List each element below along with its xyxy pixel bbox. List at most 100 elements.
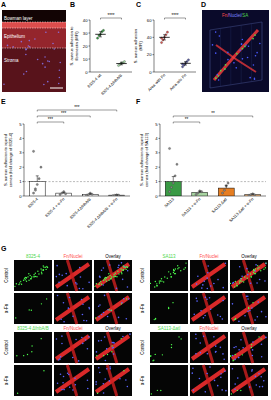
legend-text: SA (242, 13, 248, 18)
y-tick (23, 181, 25, 182)
micrograph (230, 293, 268, 324)
bacterium (125, 267, 126, 268)
bacterium (236, 285, 237, 286)
fibronectin (243, 365, 253, 396)
bacterium (156, 283, 157, 284)
nucleus (241, 43, 243, 45)
column-header: 8325-4 (26, 254, 41, 259)
y-axis (90, 20, 91, 72)
fibronectin (232, 297, 265, 320)
nucleus (47, 60, 49, 62)
bacterium (107, 276, 108, 277)
nucleus (110, 368, 112, 370)
micrograph (230, 332, 268, 363)
bacterium (18, 284, 19, 285)
fibronectin (243, 260, 253, 291)
bacterium (175, 273, 176, 274)
nucleus (104, 336, 106, 338)
bacterium (103, 279, 104, 280)
nucleus (221, 389, 223, 391)
bacterium (231, 393, 232, 394)
nucleus (192, 367, 194, 369)
bacterium (113, 274, 114, 275)
nucleus (252, 355, 254, 357)
fibronectin (67, 260, 77, 291)
frame-3d (210, 22, 262, 88)
nucleus (87, 388, 89, 390)
bacterium (20, 281, 21, 282)
nucleus (98, 340, 100, 342)
nucleus (255, 384, 257, 386)
significance-label: ** (185, 117, 189, 122)
nucleus (220, 373, 222, 375)
nucleus (233, 62, 235, 64)
nucleus (210, 285, 212, 287)
point (32, 192, 34, 194)
bacterium (41, 269, 42, 270)
figure: ABCDEFGBowman layerEpitheliumStromaFn/Nu… (0, 0, 271, 400)
micrograph (190, 293, 228, 324)
tick-label: 0 (85, 70, 88, 75)
nucleus (104, 295, 106, 297)
significance-label: *** (61, 111, 67, 116)
bacterium (107, 354, 108, 355)
bacterium (150, 356, 151, 357)
nucleus (81, 337, 83, 339)
nucleus (191, 372, 193, 374)
bacterium (37, 271, 38, 272)
nucleus (262, 386, 264, 388)
category-label: 8325-4 (27, 196, 40, 209)
error-cap (163, 39, 166, 40)
bacterium (150, 283, 151, 284)
bacterium (232, 360, 233, 361)
nucleus (109, 380, 111, 382)
nucleus (12, 46, 14, 48)
fibronectin (96, 336, 129, 359)
bacterium (123, 265, 124, 266)
nucleus (113, 342, 115, 344)
bacterium (239, 280, 240, 281)
nucleus (222, 287, 224, 289)
panel-label: C (136, 1, 141, 8)
error-bar (252, 193, 253, 195)
point (65, 193, 67, 195)
nucleus (225, 262, 227, 264)
nucleus (117, 267, 119, 269)
nucleus (227, 52, 229, 54)
bacterium (29, 275, 30, 276)
bacterium (28, 280, 29, 281)
point (201, 191, 203, 193)
tick-label: 10 (83, 57, 88, 62)
bacterium (108, 280, 109, 281)
bacterium (99, 282, 100, 283)
bacterium (120, 268, 121, 269)
nucleus (125, 379, 127, 381)
error-bar (37, 176, 38, 182)
nucleus (207, 272, 209, 274)
bacterium (41, 303, 42, 304)
bacterium (171, 344, 172, 345)
nucleus (222, 300, 224, 302)
bacterium (244, 276, 245, 277)
tick-label: 20 (83, 44, 88, 49)
bacterium (43, 370, 44, 371)
bacterium (31, 351, 32, 352)
bacterium (41, 272, 42, 273)
y-tick (159, 181, 161, 182)
nucleus (47, 81, 49, 83)
nucleus (240, 278, 242, 280)
bacterium (38, 273, 39, 274)
nucleus (67, 372, 69, 374)
nucleus (68, 307, 70, 309)
nucleus (206, 373, 208, 375)
nucleus (261, 356, 263, 358)
error-bar (116, 194, 117, 195)
plot-area (160, 147, 266, 196)
nucleus (210, 308, 212, 310)
bacterium (94, 286, 95, 287)
bacterium (15, 317, 16, 318)
chart: 012345S. aureus adhesion to injuredcorne… (139, 111, 266, 223)
bacterium (41, 338, 42, 339)
bar (192, 192, 208, 196)
nucleus (259, 386, 261, 388)
